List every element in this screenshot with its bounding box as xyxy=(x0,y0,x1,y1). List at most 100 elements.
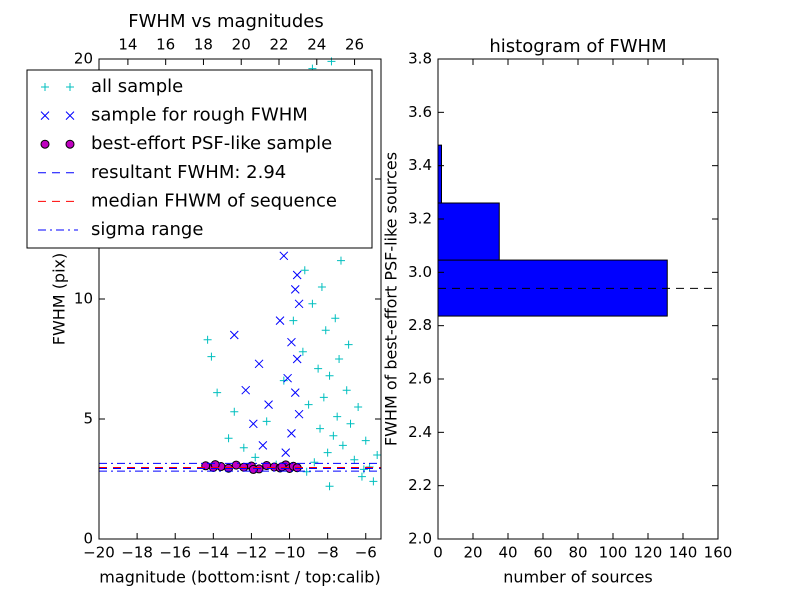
point xyxy=(361,436,370,445)
x-tick-label: −14 xyxy=(197,544,229,562)
y-tick-label: 2.2 xyxy=(408,476,432,494)
x2-tick-label: 16 xyxy=(156,36,175,54)
point xyxy=(229,330,239,340)
point xyxy=(325,482,334,491)
point xyxy=(308,299,317,308)
point xyxy=(335,355,344,363)
y-axis-label: FWHM of best-effort PSF-like sources xyxy=(382,152,401,446)
legend-label: sample for rough FWHM xyxy=(91,105,308,126)
y-tick-label: 10 xyxy=(74,290,93,308)
legend-label: all sample xyxy=(91,76,183,97)
point xyxy=(300,266,309,275)
y-tick-label: 0 xyxy=(83,530,93,548)
y-tick-label: 3.8 xyxy=(408,50,432,68)
point xyxy=(359,465,368,474)
point xyxy=(310,458,319,467)
y-tick-label: 3.0 xyxy=(408,263,432,281)
point xyxy=(336,256,345,265)
point xyxy=(279,376,288,385)
y-tick-label: 3.2 xyxy=(408,210,432,228)
x2-tick-label: 26 xyxy=(345,36,364,54)
point xyxy=(373,451,382,459)
point xyxy=(329,431,338,440)
legend-marker xyxy=(65,139,75,149)
point xyxy=(287,429,296,438)
x-tick-label: 120 xyxy=(634,544,663,562)
point xyxy=(287,337,296,347)
point xyxy=(319,393,328,402)
legend-label: resultant FWHM: 2.94 xyxy=(91,162,286,183)
legend-label: sigma range xyxy=(91,219,203,240)
x-tick-label: −20 xyxy=(83,544,115,562)
x2-tick-label: 24 xyxy=(307,36,326,54)
legend-box xyxy=(26,69,373,249)
point xyxy=(248,419,258,429)
point xyxy=(258,441,268,450)
point xyxy=(289,316,298,325)
x-tick-label: −18 xyxy=(121,544,153,562)
legend-marker xyxy=(65,111,75,120)
x-tick-label: −16 xyxy=(159,544,191,562)
point xyxy=(302,467,311,476)
x-tick-label: −10 xyxy=(274,544,306,562)
point xyxy=(254,359,264,369)
x-axis-label: magnitude (bottom:isnt / top:calib) xyxy=(99,568,380,587)
x-tick-label: −8 xyxy=(317,544,339,562)
point xyxy=(331,314,340,323)
x-tick-label: 60 xyxy=(533,544,552,562)
point xyxy=(294,409,304,419)
point xyxy=(325,371,334,380)
x2-tick-label: 14 xyxy=(118,36,137,54)
point xyxy=(338,441,347,450)
point xyxy=(264,400,273,409)
point xyxy=(323,448,332,457)
x-tick-label: −6 xyxy=(355,544,377,562)
y-axis-label: FWHM (pix) xyxy=(50,253,69,346)
x2-tick-label: 22 xyxy=(269,36,288,54)
y-tick-label: 2.8 xyxy=(408,316,432,334)
x-tick-label: −12 xyxy=(236,544,268,562)
point xyxy=(230,407,239,416)
y-tick-label: 2.0 xyxy=(408,530,432,548)
point xyxy=(304,400,313,409)
y-tick-label: 3.6 xyxy=(408,103,432,121)
point xyxy=(316,424,325,433)
point xyxy=(241,385,251,395)
point xyxy=(290,388,300,397)
x-tick-label: 140 xyxy=(669,544,698,562)
point xyxy=(239,443,248,452)
point xyxy=(344,340,353,349)
point xyxy=(262,417,271,426)
point xyxy=(317,283,326,291)
x-tick-label: 160 xyxy=(704,544,733,562)
point xyxy=(279,251,289,261)
point xyxy=(290,285,300,294)
x2-tick-label: 18 xyxy=(194,36,213,54)
x-tick-label: 80 xyxy=(568,544,587,562)
y-tick-label: 2.6 xyxy=(408,370,432,388)
legend-marker xyxy=(40,139,50,149)
y-tick-label: 3.4 xyxy=(408,156,432,174)
point xyxy=(369,477,378,486)
point xyxy=(281,448,291,457)
bar xyxy=(437,144,442,204)
x-axis-label: number of sources xyxy=(503,568,653,587)
point xyxy=(294,299,304,309)
point xyxy=(354,403,363,411)
x2-tick-label: 20 xyxy=(232,36,251,54)
legend-label: median FHWM of sequence xyxy=(91,190,337,211)
y-tick-label: 2.4 xyxy=(408,423,432,441)
y-tick-label: 5 xyxy=(83,410,93,428)
point xyxy=(203,335,212,344)
legend: all sample sample for rough FWHM best-effo… xyxy=(26,69,373,249)
x-tick-label: 40 xyxy=(498,544,517,562)
point xyxy=(277,462,287,472)
legend-marker xyxy=(40,111,50,120)
bar xyxy=(437,202,500,261)
x-tick-label: 100 xyxy=(599,544,628,562)
point xyxy=(231,460,241,470)
point xyxy=(342,386,351,395)
legend-marker xyxy=(66,83,74,91)
point xyxy=(213,388,222,397)
